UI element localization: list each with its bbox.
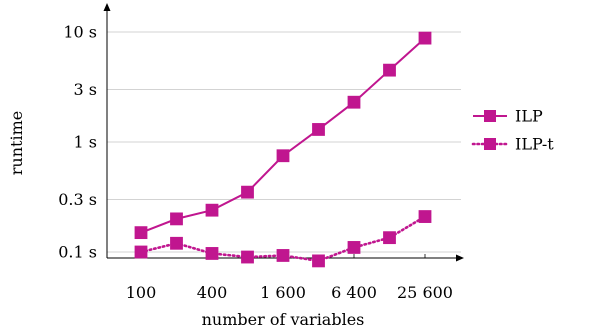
legend: ILP ILP-t — [471, 107, 554, 154]
data-point — [312, 254, 325, 268]
y-tick-label: 0.1 s — [58, 243, 97, 262]
y-tick-label: 3 s — [74, 80, 97, 99]
y-tick-label: 0.3 s — [58, 190, 97, 209]
data-point — [134, 245, 148, 259]
series-line — [140, 37, 426, 234]
data-point — [205, 247, 219, 260]
series-ilp — [134, 31, 432, 240]
y-axis-label: runtime — [7, 111, 26, 175]
data-point — [383, 63, 396, 77]
data-point — [134, 226, 148, 240]
data-point — [241, 250, 254, 264]
legend-label: ILP — [515, 107, 543, 126]
y-tick-label: 10 s — [63, 23, 97, 42]
grid-lines — [107, 31, 461, 253]
legend-marker — [484, 138, 496, 150]
data-point — [205, 203, 219, 217]
x-tick-label: 100 — [126, 283, 157, 302]
data-point — [383, 231, 396, 245]
data-series — [134, 31, 432, 268]
legend-label: ILP-t — [515, 135, 554, 154]
legend-marker — [484, 110, 496, 122]
data-point — [276, 149, 290, 163]
x-tick-label: 1 600 — [260, 283, 306, 302]
tick-labels: 0.1 s 0.3 s 1 s 3 s 10 s 100 400 1 600 6 400 25 6… — [58, 23, 453, 303]
legend-item: ILP — [473, 107, 543, 126]
data-point — [170, 236, 183, 250]
data-point — [347, 241, 361, 254]
x-tick-label: 6 400 — [331, 283, 377, 302]
data-point — [347, 95, 361, 109]
series-ilp-t — [134, 210, 432, 268]
data-point — [276, 249, 290, 262]
x-axis-label: number of variables — [202, 310, 365, 329]
data-point — [170, 212, 183, 226]
legend-item: ILP-t — [471, 135, 554, 154]
data-point — [418, 210, 432, 223]
x-tick-label: 25 600 — [397, 283, 453, 302]
x-tick-label: 400 — [197, 283, 228, 302]
data-point — [418, 31, 432, 45]
data-point — [312, 123, 325, 136]
axes — [103, 3, 464, 262]
y-tick-label: 1 s — [74, 133, 97, 152]
data-point — [241, 185, 254, 199]
